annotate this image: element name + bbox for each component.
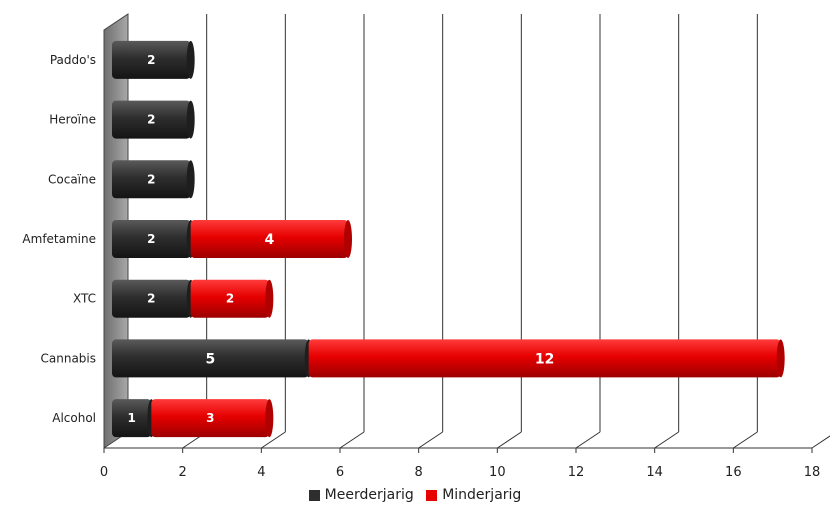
x-tick-label: 0 xyxy=(100,465,108,480)
bar-meerderjarig xyxy=(112,399,152,438)
bar-meerderjarig xyxy=(112,220,191,258)
x-tick-label: 14 xyxy=(646,465,663,480)
bar-cap xyxy=(186,100,195,139)
chart-canvas: 0 2 4 6 8 10 12 14 16 182Paddo's2Heroïne2Cocaïne2… xyxy=(22,13,830,480)
bar-meerderjarig xyxy=(112,279,191,318)
legend-label-meerderjarig: Meerderjarig xyxy=(324,487,414,503)
x-tick-label: 12 xyxy=(568,465,585,480)
bar-minderjarig xyxy=(190,279,270,318)
bar-cap xyxy=(186,40,195,79)
data-label: 2 xyxy=(147,53,155,67)
legend-item-meerderjarig: Meerderjarig xyxy=(308,487,414,503)
legend-swatch-meerderjarig xyxy=(308,489,320,501)
data-label: 2 xyxy=(147,232,155,246)
legend: Meerderjarig Minderjarig xyxy=(0,487,830,505)
category-label: XTC xyxy=(73,292,96,306)
category-label: Amfetamine xyxy=(22,232,96,246)
bar-cap xyxy=(265,399,274,438)
x-tick-label: 18 xyxy=(804,465,821,480)
category-label: Paddo's xyxy=(50,53,96,67)
gridline-diag xyxy=(261,431,286,449)
bar-cap xyxy=(265,279,274,318)
category-label: Cocaïne xyxy=(48,172,96,186)
x-tick-label: 2 xyxy=(179,465,187,480)
bar-meerderjarig xyxy=(112,100,191,139)
bar-meerderjarig xyxy=(112,40,191,79)
bar-minderjarig xyxy=(308,339,781,378)
x-tick-label: 16 xyxy=(725,465,742,480)
data-label: 2 xyxy=(147,113,155,127)
legend-swatch-minderjarig xyxy=(426,489,438,501)
gridline-diag xyxy=(418,431,443,449)
data-label: 4 xyxy=(264,232,274,248)
bar-meerderjarig xyxy=(112,339,309,378)
bars-layer xyxy=(112,40,785,438)
x-tick-label: 4 xyxy=(257,465,265,480)
gridline-diag xyxy=(811,435,830,449)
bar-cap xyxy=(186,160,195,199)
bar-minderjarig xyxy=(190,220,348,258)
legend-label-minderjarig: Minderjarig xyxy=(442,487,522,503)
data-label: 1 xyxy=(127,411,135,425)
bar-cap xyxy=(776,339,785,378)
legend-item-minderjarig: Minderjarig xyxy=(426,487,521,503)
bar-cap xyxy=(344,220,352,258)
data-label: 2 xyxy=(147,292,155,306)
data-label: 2 xyxy=(147,172,155,186)
bar-meerderjarig xyxy=(112,160,191,199)
gridline-diag xyxy=(339,431,365,449)
data-label: 2 xyxy=(226,292,234,306)
gridline-diag xyxy=(575,431,601,449)
data-label: 5 xyxy=(205,351,215,367)
category-label: Cannabis xyxy=(41,351,97,365)
gridline-diag xyxy=(733,431,758,449)
x-tick-label: 6 xyxy=(336,465,344,480)
gridline-diag xyxy=(654,431,679,449)
gridline-diag xyxy=(497,431,522,449)
x-tick-label: 10 xyxy=(489,465,506,480)
x-tick-label: 8 xyxy=(415,465,423,480)
category-label: Alcohol xyxy=(52,411,96,425)
data-label: 3 xyxy=(206,411,214,425)
labels-layer: 0 2 4 6 8 10 12 14 16 182Paddo's2Heroïne2Cocaïne2… xyxy=(22,53,820,480)
category-label: Heroïne xyxy=(49,113,96,127)
data-label: 12 xyxy=(535,351,554,367)
bar-minderjarig xyxy=(151,399,270,438)
